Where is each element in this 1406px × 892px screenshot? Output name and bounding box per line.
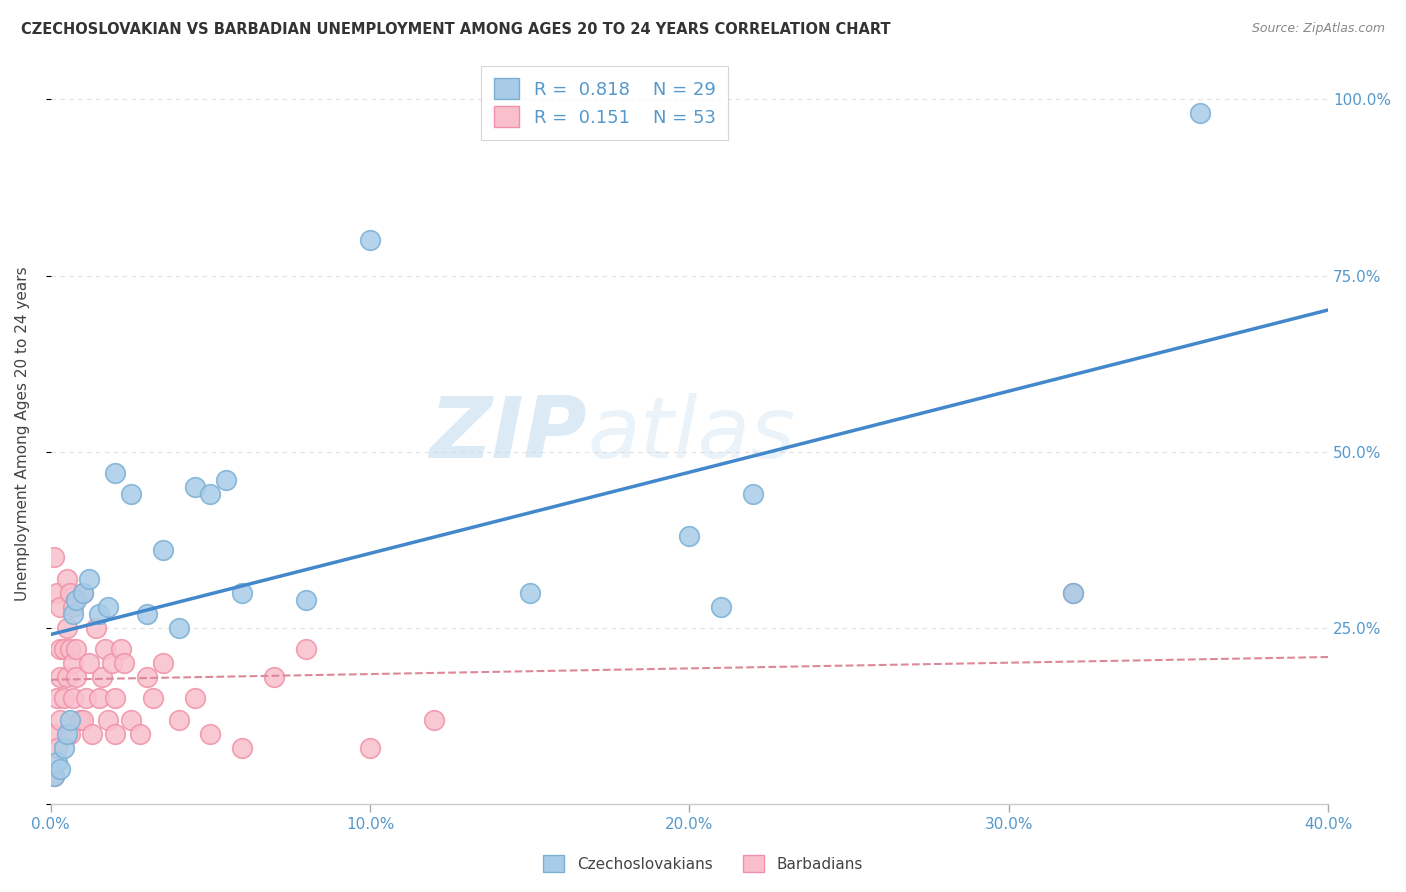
Point [295,642,318,657]
Legend: Czechoslovakians, Barbadians: Czechoslovakians, Barbadians [536,847,870,880]
Point [59,586,82,600]
Point [183,691,205,706]
Point [52,691,75,706]
Point [104,691,127,706]
Text: CZECHOSLOVAKIAN VS BARBADIAN UNEMPLOYMENT AMONG AGES 20 TO 24 YEARS CORRELATION : CZECHOSLOVAKIAN VS BARBADIAN UNEMPLOYMEN… [21,22,891,37]
Point [90,670,112,684]
Point [62,657,84,671]
Text: Source: ZipAtlas.com: Source: ZipAtlas.com [1251,22,1385,36]
Point [62,691,84,706]
Point [110,642,132,657]
Point [49,762,72,776]
Point [42,769,65,783]
Point [519,586,541,600]
Point [59,713,82,727]
Point [183,480,205,494]
Point [59,642,82,657]
Point [72,713,94,727]
Point [152,657,174,671]
Point [94,642,117,657]
Point [423,713,446,727]
Point [46,755,69,769]
Point [359,740,381,755]
Point [359,233,381,247]
Point [42,769,65,783]
Text: ZIP: ZIP [430,392,588,475]
Point [97,713,120,727]
Point [84,621,107,635]
Point [65,670,87,684]
Point [52,642,75,657]
Point [129,727,152,741]
Point [1062,586,1084,600]
Point [742,487,765,501]
Point [104,727,127,741]
Point [72,586,94,600]
Point [231,586,253,600]
Point [120,487,142,501]
Point [56,670,79,684]
Point [72,586,94,600]
Point [77,572,100,586]
Point [46,691,69,706]
Point [135,607,157,621]
Point [167,713,190,727]
Point [1062,586,1084,600]
Point [62,607,84,621]
Point [152,543,174,558]
Point [46,586,69,600]
Point [1189,106,1212,120]
Point [52,740,75,755]
Point [100,657,122,671]
Point [56,621,79,635]
Point [49,713,72,727]
Point [231,740,253,755]
Point [87,691,110,706]
Point [46,740,69,755]
Point [167,621,190,635]
Text: atlas: atlas [588,392,796,475]
Point [56,572,79,586]
Point [59,727,82,741]
Point [200,727,222,741]
Point [200,487,222,501]
Point [77,657,100,671]
Point [295,592,318,607]
Point [710,599,733,614]
Point [62,599,84,614]
Point [104,466,127,480]
Point [97,599,120,614]
Point [49,599,72,614]
Point [75,691,97,706]
Point [215,473,238,487]
Point [69,713,91,727]
Y-axis label: Unemployment Among Ages 20 to 24 years: Unemployment Among Ages 20 to 24 years [15,267,30,601]
Point [142,691,165,706]
Legend: R =  0.818    N = 29, R =  0.151    N = 53: R = 0.818 N = 29, R = 0.151 N = 53 [481,66,728,140]
Point [120,713,142,727]
Point [263,670,285,684]
Point [49,670,72,684]
Point [112,657,135,671]
Point [82,727,104,741]
Point [49,642,72,657]
Point [65,592,87,607]
Point [42,727,65,741]
Point [678,529,700,543]
Point [87,607,110,621]
Point [56,727,79,741]
Point [135,670,157,684]
Point [65,642,87,657]
Point [42,550,65,565]
